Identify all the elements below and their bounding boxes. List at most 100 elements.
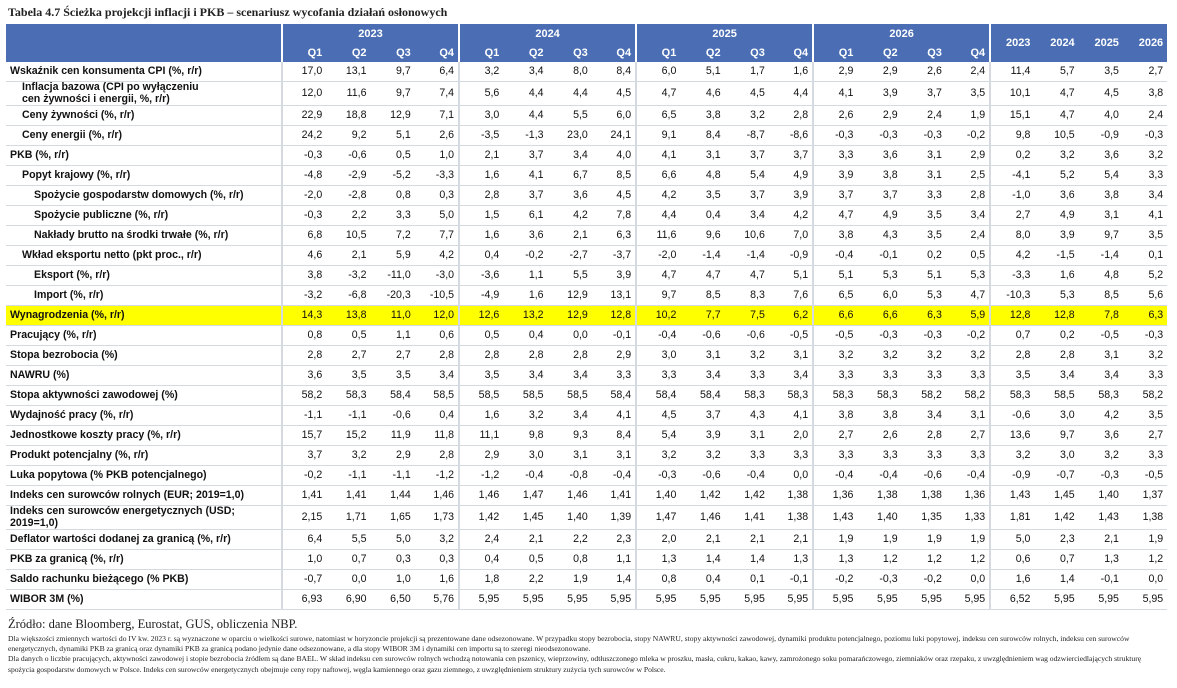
cell-value: 3,0 [1034, 445, 1079, 466]
cell-value: -3,0 [414, 265, 460, 286]
cell-value: 1,45 [1034, 485, 1079, 506]
cell-value: 15,7 [280, 425, 327, 446]
cell-value: 3,3 [901, 445, 946, 466]
cell-value: 3,1 [724, 425, 769, 446]
cell-value: 8,4 [591, 62, 637, 82]
cell-value: 3,4 [768, 365, 814, 386]
row-label: Import (%, r/r) [6, 285, 282, 306]
table-row: Spożycie publiczne (%, r/r) -0,3 2,2 3,3 5,0… [6, 205, 1168, 226]
cell-value: 3,1 [680, 145, 725, 166]
cell-value: 4,2 [989, 245, 1035, 266]
cell-value: 3,5 [989, 365, 1035, 386]
cell-value: 6,4 [414, 62, 460, 82]
cell-value: 5,95 [901, 589, 946, 610]
cell-value: 1,39 [591, 505, 637, 530]
cell-value: 2,15 [280, 505, 327, 530]
cell-value: 1,3 [812, 549, 858, 570]
cell-value: 1,81 [989, 505, 1035, 530]
cell-value: 11,6 [326, 81, 371, 106]
cell-value: 12,0 [414, 305, 460, 326]
cell-value: 2,7 [1122, 425, 1168, 446]
cell-value: 9,8 [503, 425, 548, 446]
cell-value: 3,3 [1122, 365, 1168, 386]
cell-value: 3,6 [280, 365, 327, 386]
cell-value: 58,3 [326, 385, 371, 406]
cell-value: 4,1 [591, 405, 637, 426]
table-row: Eksport (%, r/r) 3,8 -3,2 -11,0 -3,0 -3,6 1,1 5… [6, 265, 1168, 286]
cell-value: 3,1 [901, 165, 946, 186]
cell-value: 1,6 [503, 285, 548, 306]
cell-value: 5,0 [989, 529, 1035, 550]
cell-value: -0,3 [857, 569, 902, 590]
table-row: Saldo rachunku bieżącego (% PKB) -0,7 0,0 1… [6, 569, 1168, 590]
cell-value: 3,8 [812, 225, 858, 246]
cell-value: 2,7 [1122, 62, 1168, 82]
row-label: Pracujący (%, r/r) [6, 325, 282, 346]
cell-value: 1,4 [1034, 569, 1079, 590]
cell-value: -1,1 [326, 465, 371, 486]
cell-value: -0,6 [989, 405, 1035, 426]
cell-value: 5,5 [326, 529, 371, 550]
cell-value: 12,8 [591, 305, 637, 326]
cell-value: 10,2 [635, 305, 681, 326]
cell-value: 1,46 [414, 485, 460, 506]
cell-value: 2,4 [945, 225, 991, 246]
cell-value: 2,9 [458, 445, 504, 466]
cell-value: 1,40 [547, 505, 592, 530]
cell-value: 3,6 [1034, 185, 1079, 206]
cell-value: 3,3 [1122, 445, 1168, 466]
cell-value: 2,4 [945, 62, 991, 82]
cell-value: 2,3 [1034, 529, 1079, 550]
cell-value: 1,3 [1078, 549, 1123, 570]
cell-value: 6,4 [280, 529, 327, 550]
cell-value: 3,6 [503, 225, 548, 246]
cell-value: -1,3 [503, 125, 548, 146]
cell-value: 1,0 [370, 569, 415, 590]
cell-value: 3,4 [503, 365, 548, 386]
cell-value: 8,4 [680, 125, 725, 146]
cell-value: 3,0 [503, 445, 548, 466]
cell-value: -1,4 [724, 245, 769, 266]
cell-value: 6,90 [326, 589, 371, 610]
quarter-header: Q2 [326, 43, 371, 62]
cell-value: 2,4 [1122, 105, 1168, 126]
cell-value: 9,1 [635, 125, 681, 146]
cell-value: 4,2 [635, 185, 681, 206]
cell-value: 5,6 [1122, 285, 1168, 306]
cell-value: 2,8 [945, 185, 991, 206]
cell-value: -0,5 [812, 325, 858, 346]
cell-value: 3,1 [591, 445, 637, 466]
table-row: NAWRU (%) 3,6 3,5 3,5 3,4 3,5 3,4 3,4 3,3 3,3 3,4 3… [6, 365, 1168, 386]
row-label: Jednostkowe koszty pracy (%, r/r) [6, 425, 282, 446]
cell-value: 3,4 [1034, 365, 1079, 386]
cell-value: -0,6 [901, 465, 946, 486]
cell-value: 58,5 [414, 385, 460, 406]
cell-value: 3,3 [591, 365, 637, 386]
cell-value: 15,1 [989, 105, 1035, 126]
cell-value: -2,0 [635, 245, 681, 266]
cell-value: 7,0 [768, 225, 814, 246]
table-row: Nakłady brutto na środki trwałe (%, r/r)… [6, 225, 1168, 246]
cell-value: 1,9 [945, 529, 991, 550]
cell-value: 1,9 [1122, 529, 1168, 550]
cell-value: 24,2 [280, 125, 327, 146]
quarter-header: Q1 [635, 43, 681, 62]
cell-value: 3,0 [458, 105, 504, 126]
cell-value: 0,8 [370, 185, 415, 206]
cell-value: 4,7 [724, 265, 769, 286]
cell-value: 2,0 [768, 425, 814, 446]
cell-value: 5,3 [1034, 285, 1079, 306]
cell-value: 1,45 [503, 505, 548, 530]
cell-value: 12,9 [547, 305, 592, 326]
cell-value: 2,2 [326, 205, 371, 226]
quarter-header: Q1 [812, 43, 858, 62]
cell-value: 6,6 [857, 305, 902, 326]
cell-value: 1,36 [812, 485, 858, 506]
cell-value: 2,7 [812, 425, 858, 446]
cell-value: 6,3 [901, 305, 946, 326]
table-row: Stopa bezrobocia (%) 2,8 2,7 2,7 2,8 2,8 2,8 2,… [6, 345, 1168, 366]
cell-value: 13,1 [591, 285, 637, 306]
cell-value: -0,4 [591, 465, 637, 486]
row-label: Wydajność pracy (%, r/r) [6, 405, 282, 426]
cell-value: 12,9 [547, 285, 592, 306]
